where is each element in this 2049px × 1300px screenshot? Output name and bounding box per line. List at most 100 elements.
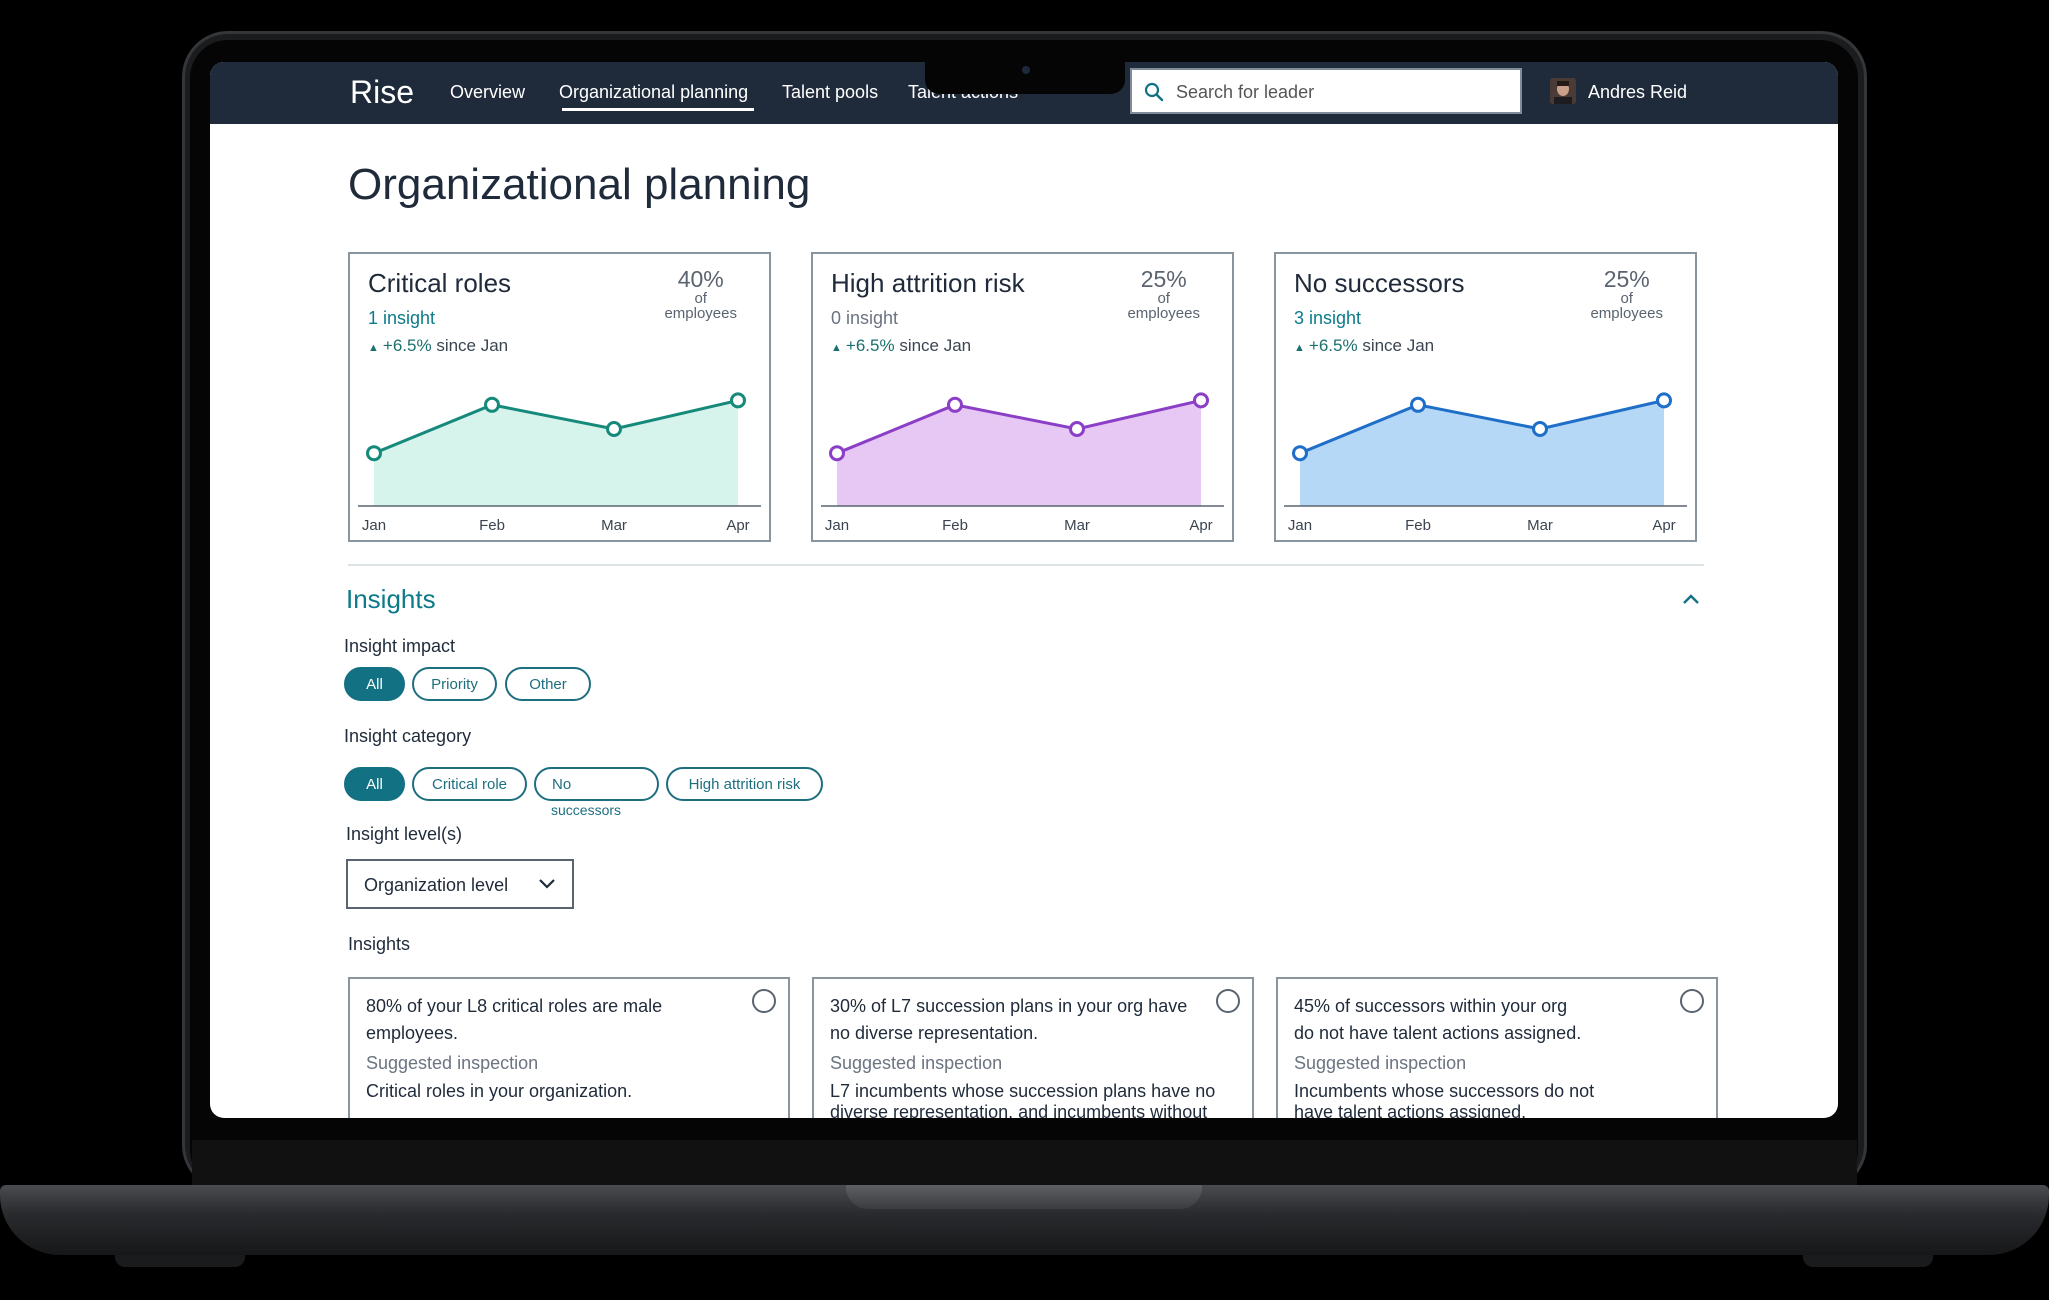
card-percent-value: 25% <box>1603 266 1650 292</box>
camera-icon <box>1022 66 1030 74</box>
laptop-base-notch <box>846 1185 1202 1209</box>
impact-filter-priority[interactable]: Priority <box>412 667 497 701</box>
chart-area-fill <box>374 400 738 506</box>
card-area-chart: Jan Feb Mar Apr <box>358 392 761 534</box>
insight-card[interactable]: 80% of your L8 critical roles are male em… <box>348 977 790 1118</box>
chart-series-line <box>373 398 739 455</box>
chart-tick-label-feb: Feb <box>942 517 968 534</box>
insight-select-radio[interactable] <box>1680 989 1704 1013</box>
chart-series-line <box>836 398 1202 455</box>
card-percent: 25% of employees <box>1127 266 1200 322</box>
app-logo[interactable]: Rise <box>350 74 415 110</box>
insight-desc-line-2: diverse representation, and incumbents w… <box>830 1102 1208 1118</box>
insight-select-radio[interactable] <box>752 989 776 1013</box>
chart-point-mar <box>1069 421 1085 437</box>
chart-tick-label-jan: Jan <box>362 517 386 534</box>
nav-overview[interactable]: Overview <box>450 82 526 102</box>
insight-text-line-1: 45% of successors within your org <box>1294 996 1568 1016</box>
laptop-hinge <box>192 1140 1857 1185</box>
chart-tick-label-mar: Mar <box>1064 517 1090 534</box>
card-percent-unit: employees <box>1127 305 1200 322</box>
category-filter-high-attrition-risk[interactable]: High attrition risk <box>666 767 823 801</box>
insights-section-title[interactable]: Insights <box>346 584 436 614</box>
insights-list-label: Insights <box>348 934 411 954</box>
metric-card-no-successors[interactable]: No successors 3 insight ▲ +6.5% since Jan… <box>1274 252 1697 542</box>
laptop-foot-left <box>115 1255 245 1267</box>
impact-filter-all[interactable]: All <box>344 667 405 701</box>
card-percent: 40% of employees <box>664 266 737 322</box>
chart-series-line <box>1299 398 1665 455</box>
chart-point-jan <box>829 445 845 462</box>
chart-tick-label-feb: Feb <box>1405 517 1431 534</box>
card-change-suffix: since Jan <box>899 336 972 355</box>
section-divider <box>348 564 1704 566</box>
insight-desc-line-1: Critical roles in your organization. <box>366 1081 633 1101</box>
card-percent-of: of <box>1157 290 1170 307</box>
camera-notch <box>925 60 1125 94</box>
insight-text-line-1: 30% of L7 succession plans in your org h… <box>830 996 1188 1016</box>
card-area-chart: Jan Feb Mar Apr <box>821 392 1224 534</box>
insight-card[interactable]: 45% of successors within your org do not … <box>1276 977 1718 1118</box>
insight-desc-line-2: have talent actions assigned. <box>1294 1102 1527 1118</box>
trend-up-icon: ▲ <box>368 342 379 354</box>
insight-impact-label: Insight impact <box>344 636 456 656</box>
chart-point-mar <box>606 421 622 437</box>
chart-point-jan <box>366 445 382 462</box>
screen: Rise Overview Organizational planning Ta… <box>210 62 1838 1118</box>
chart-tick-label-apr: Apr <box>1189 517 1212 534</box>
metric-card-high-attrition-risk[interactable]: High attrition risk 0 insight ▲ +6.5% sin… <box>811 252 1234 542</box>
chart-area-fill <box>837 400 1201 506</box>
card-insight-link[interactable]: 3 insight <box>1294 308 1362 328</box>
impact-filter-other[interactable]: Other <box>505 667 591 701</box>
card-title: No successors <box>1294 268 1465 298</box>
metric-card-critical-roles[interactable]: Critical roles 1 insight ▲ +6.5% since Ja… <box>348 252 771 542</box>
insight-level-select[interactable]: Organization level <box>346 859 574 909</box>
card-percent-unit: employees <box>1590 305 1663 322</box>
category-filter-all[interactable]: All <box>344 767 405 801</box>
avatar[interactable] <box>1550 78 1576 104</box>
search-input[interactable] <box>1174 70 1518 114</box>
card-change: ▲ +6.5% since Jan <box>831 336 971 356</box>
chart-point-apr <box>1193 392 1209 409</box>
user-name[interactable]: Andres Reid <box>1588 82 1688 102</box>
insight-text: 45% of successors within your org do not … <box>1294 993 1581 1047</box>
insight-text-line-2: do not have talent actions assigned. <box>1294 1023 1582 1043</box>
nav-talent-pools[interactable]: Talent pools <box>782 82 879 102</box>
nav-organizational-planning[interactable]: Organizational planning <box>559 82 749 102</box>
chart-tick-label-feb: Feb <box>479 517 505 534</box>
insight-desc-line-1: L7 incumbents whose succession plans hav… <box>830 1081 1216 1101</box>
card-change-suffix: since Jan <box>436 336 509 355</box>
chevron-down-icon <box>539 879 555 889</box>
insight-text: 80% of your L8 critical roles are male em… <box>366 993 662 1047</box>
insight-text-line-2: employees. <box>366 1023 459 1043</box>
insight-desc-line-1: Incumbents whose successors do not <box>1294 1081 1595 1101</box>
card-percent-value: 40% <box>677 266 724 292</box>
card-percent-value: 25% <box>1140 266 1187 292</box>
chart-point-feb <box>484 396 500 413</box>
chart-point-jan <box>1292 445 1308 462</box>
insight-level-value: Organization level <box>364 875 509 895</box>
insight-description: Incumbents whose successors do not have t… <box>1294 1081 1594 1118</box>
insight-level-label: Insight level(s) <box>346 824 463 844</box>
card-title: High attrition risk <box>831 268 1025 298</box>
chart-point-feb <box>947 396 963 413</box>
card-insight-link[interactable]: 1 insight <box>368 308 436 328</box>
search-box[interactable] <box>1130 68 1522 114</box>
insight-select-radio[interactable] <box>1216 989 1240 1013</box>
insight-category-label: Insight category <box>344 726 472 746</box>
category-filter-no-successors[interactable]: No <box>534 767 659 801</box>
category-filter-critical-role[interactable]: Critical role <box>412 767 527 801</box>
card-change-value: +6.5% <box>845 336 895 355</box>
card-area-chart: Jan Feb Mar Apr <box>1284 392 1687 534</box>
card-change-value: +6.5% <box>1308 336 1358 355</box>
nav-active-indicator <box>562 108 754 111</box>
insight-suggested-label: Suggested inspection <box>1294 1053 1467 1073</box>
card-percent: 25% of employees <box>1590 266 1663 322</box>
chevron-up-icon[interactable] <box>1682 592 1700 606</box>
category-filter-no-successors-sub[interactable]: successors <box>551 802 622 818</box>
card-title: Critical roles <box>368 268 512 298</box>
insight-card[interactable]: 30% of L7 succession plans in your org h… <box>812 977 1254 1118</box>
insight-text-line-2: no diverse representation. <box>830 1023 1039 1043</box>
insight-description: L7 incumbents whose succession plans hav… <box>830 1081 1215 1118</box>
card-percent-unit: employees <box>664 305 737 322</box>
